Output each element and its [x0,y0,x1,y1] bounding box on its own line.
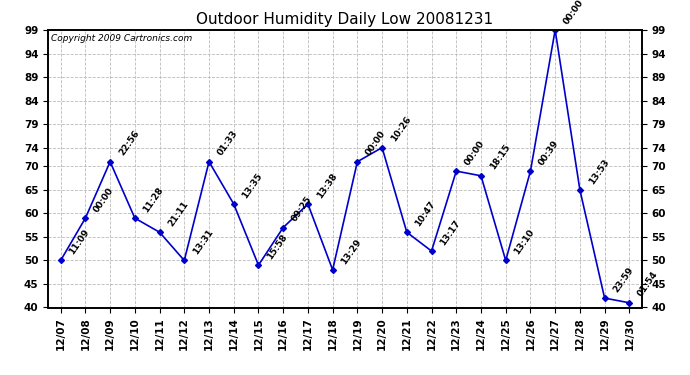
Text: 13:10: 13:10 [513,228,536,256]
Text: 00:00: 00:00 [463,139,486,167]
Text: 13:29: 13:29 [339,237,364,266]
Text: 22:56: 22:56 [117,129,141,158]
Text: 00:00: 00:00 [364,129,388,158]
Text: 23:59: 23:59 [611,265,635,294]
Text: 10:47: 10:47 [414,200,437,228]
Text: 21:11: 21:11 [166,200,190,228]
Text: 13:17: 13:17 [438,218,462,247]
Title: Outdoor Humidity Daily Low 20081231: Outdoor Humidity Daily Low 20081231 [197,12,493,27]
Text: 13:31: 13:31 [191,228,215,256]
Text: 15:58: 15:58 [266,232,289,261]
Text: 01:33: 01:33 [216,129,239,158]
Text: Copyright 2009 Cartronics.com: Copyright 2009 Cartronics.com [51,34,193,43]
Text: 18:15: 18:15 [488,143,512,172]
Text: 13:38: 13:38 [315,171,339,200]
Text: 01:54: 01:54 [636,270,660,298]
Text: 13:35: 13:35 [241,171,264,200]
Text: 11:09: 11:09 [68,228,91,256]
Text: 00:00: 00:00 [92,186,116,214]
Text: 10:26: 10:26 [389,115,413,143]
Text: 00:00: 00:00 [562,0,586,26]
Text: 00:39: 00:39 [538,138,561,167]
Text: 09:25: 09:25 [290,195,314,224]
Text: 13:53: 13:53 [586,157,611,186]
Text: 11:28: 11:28 [141,185,166,214]
